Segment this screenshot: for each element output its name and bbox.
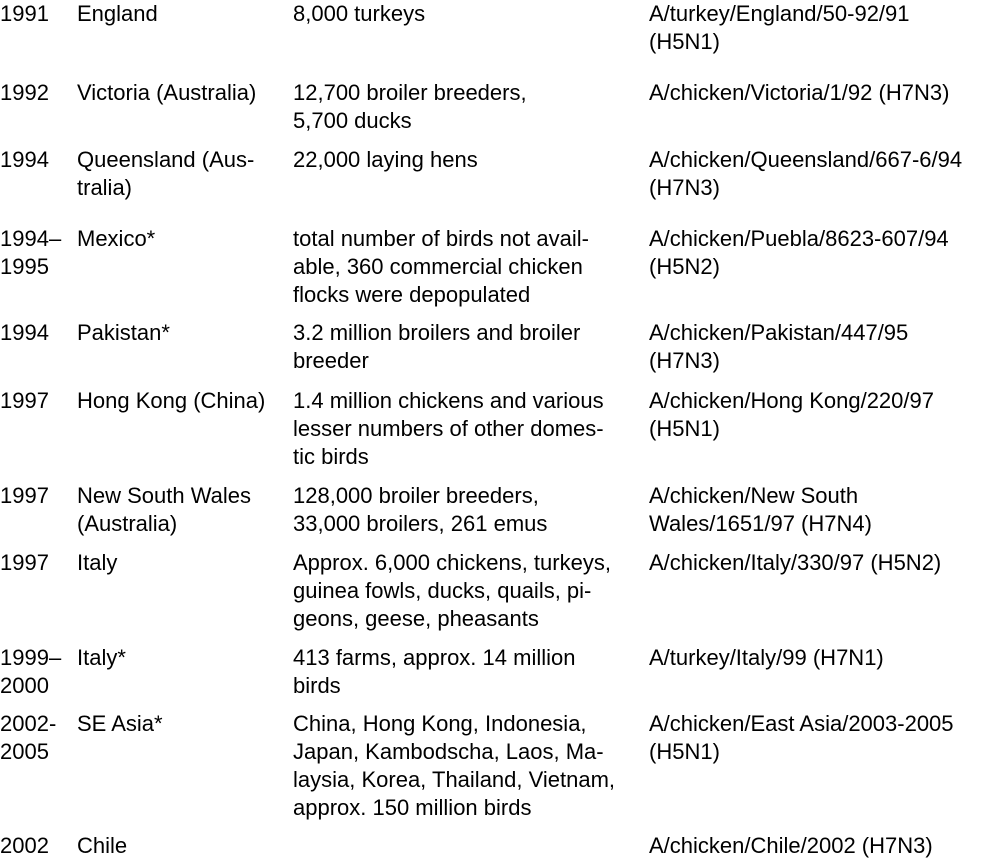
birds-cell: 413 farms, approx. 14 million birds (293, 645, 576, 698)
location-cell: Mexico* (77, 226, 156, 251)
location-cell: SE Asia* (77, 711, 163, 736)
location-cell: England (77, 1, 158, 26)
year-cell: 1994 (0, 320, 49, 345)
virus-cell: A/chicken/East Asia/2003-2005 (H5N1) (649, 711, 954, 764)
location-cell: Chile (77, 833, 128, 858)
virus-cell: A/turkey/Italy/99 (H7N1) (649, 645, 884, 670)
location-cell: Queensland (Aus- tralia) (77, 147, 255, 200)
location-cell: Italy (77, 550, 118, 575)
year-cell: 1992 (0, 80, 49, 105)
virus-cell: A/chicken/Puebla/8623-607/94 (H5N2) (649, 226, 949, 279)
virus-cell: A/chicken/Italy/330/97 (H5N2) (649, 550, 942, 575)
birds-cell: 12,700 broiler breeders, 5,700 ducks (293, 80, 527, 133)
birds-cell: 22,000 laying hens (293, 147, 478, 172)
virus-cell: A/chicken/Chile/2002 (H7N3) (649, 833, 933, 858)
year-cell: 1997 (0, 550, 49, 575)
year-cell: 1991 (0, 1, 49, 26)
virus-cell: A/chicken/Queensland/667-6/94 (H7N3) (649, 147, 963, 200)
location-cell: Italy* (77, 645, 126, 670)
virus-cell: A/chicken/Victoria/1/92 (H7N3) (649, 80, 950, 105)
birds-cell: 128,000 broiler breeders, 33,000 broiler… (293, 483, 548, 536)
virus-cell: A/chicken/New South Wales/1651/97 (H7N4) (649, 483, 872, 536)
year-cell: 1997 (0, 483, 49, 508)
year-cell: 1994– 1995 (0, 226, 62, 279)
virus-cell: A/chicken/Hong Kong/220/97 (H5N1) (649, 388, 934, 441)
location-cell: New South Wales (Australia) (77, 483, 252, 536)
virus-cell: A/turkey/England/50-92/91 (H5N1) (649, 1, 910, 54)
year-cell: 1999– 2000 (0, 645, 62, 698)
year-cell: 2002- 2005 (0, 711, 57, 764)
year-cell: 1997 (0, 388, 49, 413)
birds-cell: 3.2 million broilers and broiler breeder (293, 320, 581, 373)
birds-cell: Approx. 6,000 chickens, turkeys, guinea … (293, 550, 611, 631)
birds-cell: China, Hong Kong, Indonesia, Japan, Kamb… (293, 711, 616, 820)
location-cell: Victoria (Australia) (77, 80, 257, 105)
virus-cell: A/chicken/Pakistan/447/95 (H7N3) (649, 320, 909, 373)
location-cell: Hong Kong (China) (77, 388, 266, 413)
birds-cell: total number of birds not avail- able, 3… (293, 226, 589, 307)
year-cell: 2002 (0, 833, 49, 858)
birds-cell: 8,000 turkeys (293, 1, 426, 26)
birds-cell: 1.4 million chickens and various lesser … (293, 388, 604, 469)
year-cell: 1994 (0, 147, 49, 172)
location-cell: Pakistan* (77, 320, 170, 345)
